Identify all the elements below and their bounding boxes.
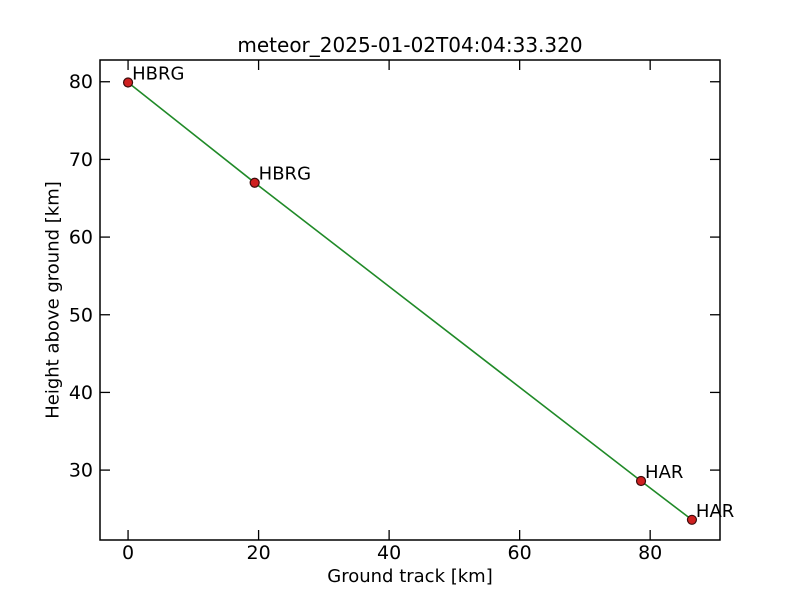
y-tick-label: 60 [69,227,93,249]
point-label: HAR [645,462,683,483]
data-point-marker [635,475,647,487]
y-tick-label: 80 [69,71,93,93]
chart-title: meteor_2025-01-02T04:04:33.320 [237,33,583,57]
x-tick-label: 20 [246,542,270,564]
y-tick-label: 40 [69,382,93,404]
x-tick-label: 40 [377,542,401,564]
y-axis-label: Height above ground [km] [42,181,64,419]
data-point-marker [122,77,134,88]
y-tick-label: 30 [69,460,93,482]
point-label: HAR [696,501,734,522]
x-tick-label: 80 [638,542,662,564]
point-label: HBRG [259,164,311,185]
data-point-marker [249,177,260,188]
trajectory-line [127,81,693,521]
point-label: HBRG [132,64,184,85]
x-tick-label: 0 [122,542,134,564]
x-axis-label: Ground track [km] [327,566,493,587]
axes-spines [99,59,721,541]
y-tick-label: 70 [69,149,93,171]
y-tick-label: 50 [69,304,93,326]
data-point-marker [686,514,698,525]
x-tick-label: 60 [508,542,532,564]
